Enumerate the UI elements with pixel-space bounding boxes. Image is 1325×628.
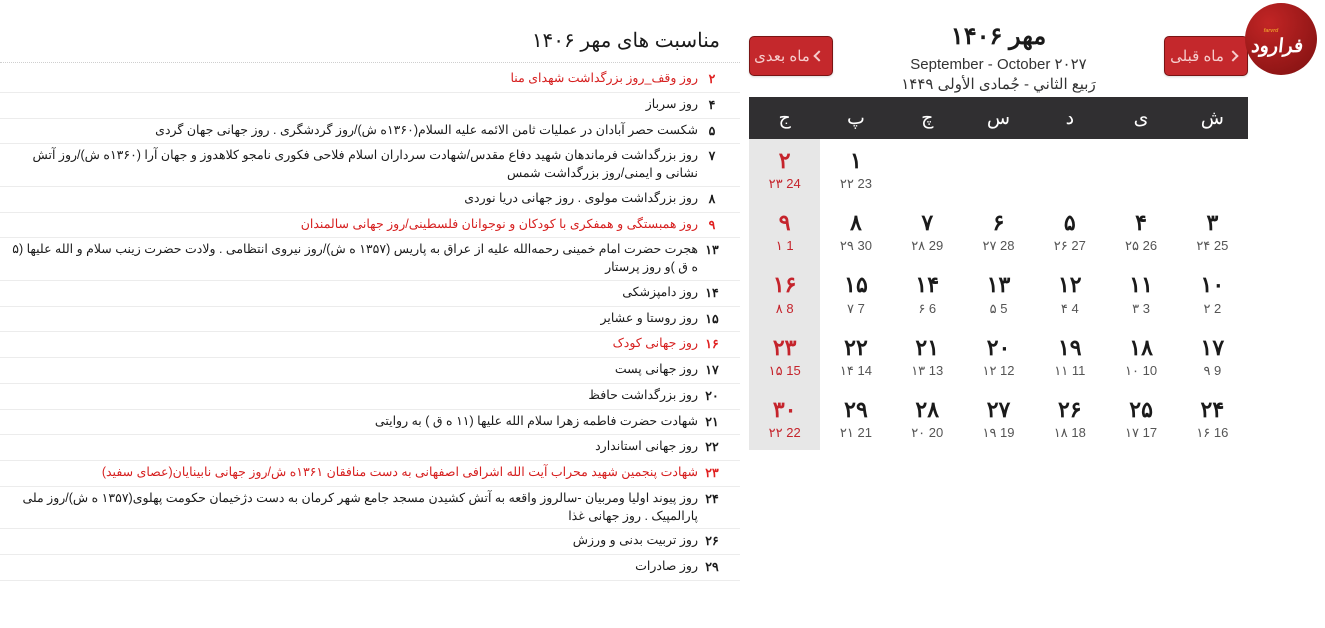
svg-text:فرارود: فرارود [1250, 36, 1304, 58]
svg-text:farvrd: farvrd [1264, 28, 1280, 34]
